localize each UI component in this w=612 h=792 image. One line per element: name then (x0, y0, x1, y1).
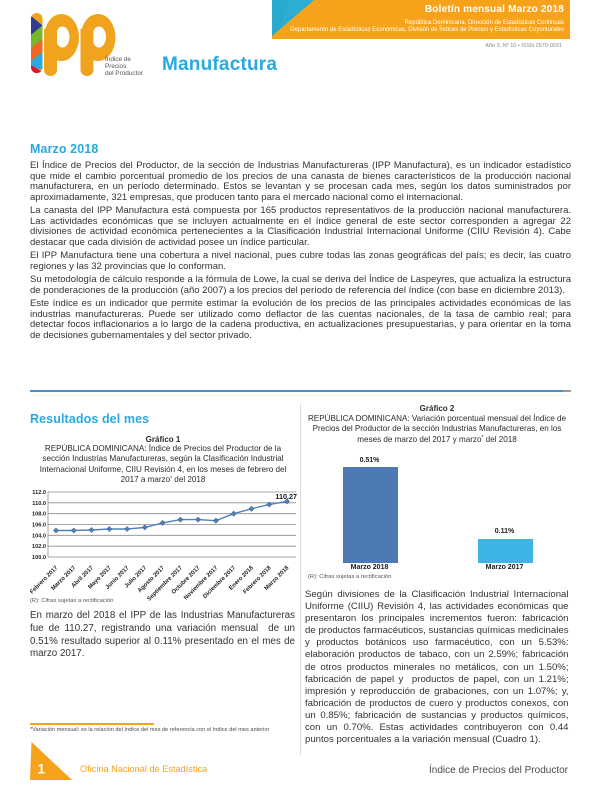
svg-text:110.0: 110.0 (32, 501, 46, 507)
svg-text:106.0: 106.0 (32, 523, 46, 529)
svg-text:Precios: Precios (105, 63, 126, 70)
svg-text:108.0: 108.0 (32, 512, 46, 518)
svg-text:1: 1 (38, 762, 46, 777)
svg-text:102.0: 102.0 (32, 544, 46, 550)
svg-text:110.27: 110.27 (275, 492, 297, 501)
svg-text:Índice de: Índice de (105, 54, 131, 63)
svg-text:104.0: 104.0 (32, 533, 46, 539)
svg-text:del Productor: del Productor (105, 70, 144, 77)
svg-text:100.0: 100.0 (32, 555, 46, 561)
svg-text:112.0: 112.0 (32, 490, 46, 496)
